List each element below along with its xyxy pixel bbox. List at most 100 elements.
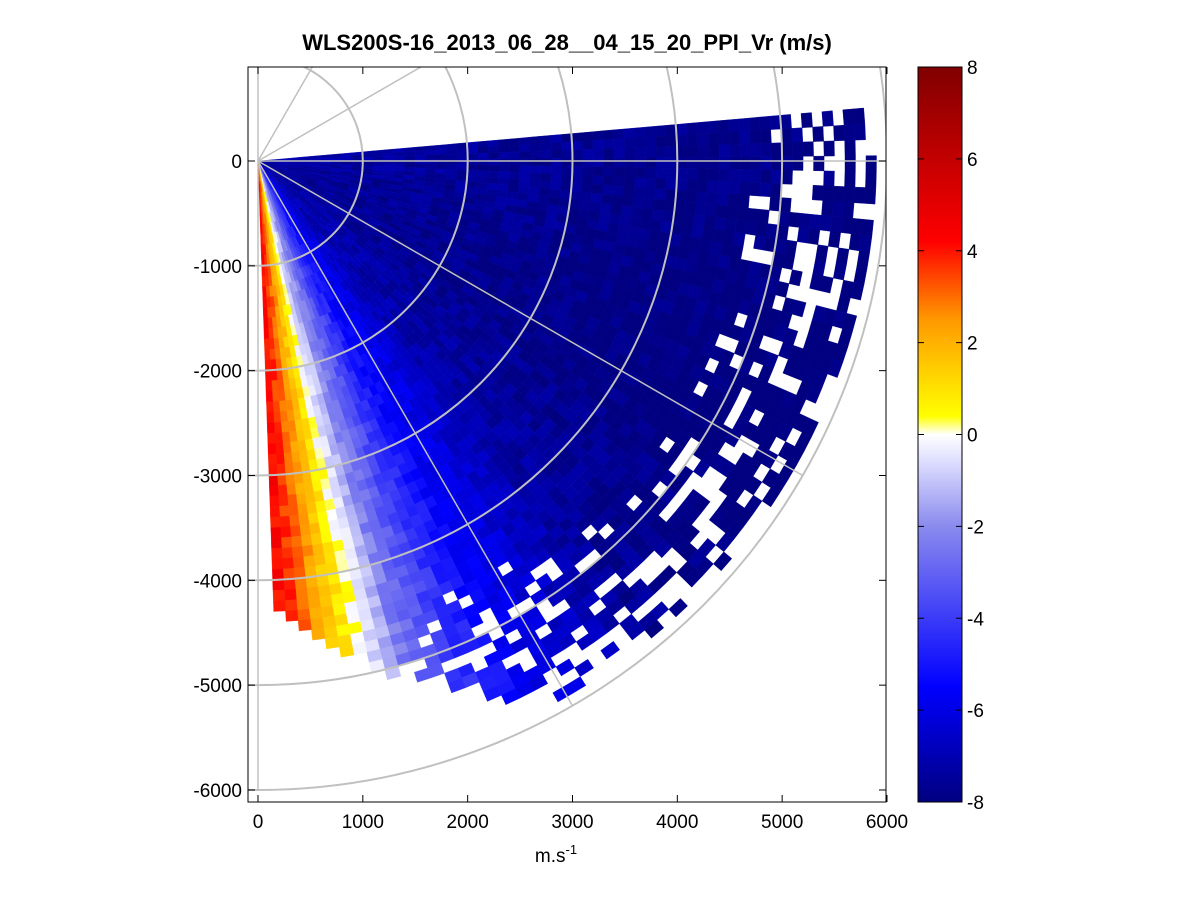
range-gate-cell: [483, 685, 502, 702]
range-gate-cell: [561, 174, 573, 184]
range-gate-cell: [508, 171, 521, 180]
range-gate-cell: [593, 157, 605, 168]
x-tick-label: 2000: [447, 812, 489, 833]
range-gate-cell: [291, 546, 304, 559]
range-gate-cell: [285, 609, 299, 622]
range-gate-cell: [435, 163, 447, 170]
range-gate-cell: [666, 157, 678, 169]
range-gate-cell: [729, 143, 741, 158]
range-gate-cell: [266, 422, 275, 434]
range-gate-cell: [289, 525, 301, 538]
range-gate-cell: [571, 166, 584, 176]
range-gate-cell: [620, 205, 633, 218]
range-gate-cell: [696, 191, 708, 205]
range-gate-cell: [290, 535, 303, 548]
range-gate-cell: [280, 421, 290, 433]
range-gate-cell: [308, 522, 321, 535]
range-gate-cell: [487, 176, 499, 185]
range-gate-cell: [687, 156, 699, 169]
range-gate-cell: [644, 177, 657, 190]
range-gate-cell: [844, 155, 856, 172]
range-gate-cell: [279, 515, 291, 528]
range-gate-cell: [488, 158, 500, 166]
range-gate-cell: [263, 338, 270, 350]
range-gate-cell: [759, 115, 771, 131]
range-gate-cell: [436, 159, 447, 165]
range-gate-cell: [654, 125, 667, 137]
range-gate-cell: [746, 207, 760, 223]
range-gate-cell: [275, 453, 285, 465]
range-gate-cell: [853, 107, 866, 125]
range-gate-cell: [414, 146, 426, 152]
range-gate-cell: [760, 156, 772, 171]
range-gate-cell: [835, 247, 850, 266]
range-gate-cell: [571, 174, 583, 184]
range-gate-cell: [550, 165, 563, 175]
range-gate-cell: [561, 166, 573, 175]
range-gate-cell: [292, 556, 305, 569]
range-gate-cell: [842, 108, 855, 126]
range-gate-cell: [446, 159, 458, 165]
y-tick-label: -1000: [193, 257, 242, 278]
range-gate-cell: [266, 401, 274, 413]
range-gate-cell: [404, 155, 416, 160]
y-tick-label: -5000: [193, 676, 242, 697]
range-gate-cell: [713, 216, 727, 231]
range-gate-cell: [272, 400, 281, 413]
colorbar-tick-label: 8: [967, 58, 978, 79]
range-gate-cell: [644, 136, 657, 148]
range-gate-cell: [665, 124, 677, 137]
range-gate-cell: [788, 269, 803, 287]
range-gate-cell: [645, 167, 657, 179]
range-gate-cell: [304, 491, 316, 504]
range-gate-cell: [865, 155, 877, 173]
range-gate-cell: [262, 307, 268, 319]
range-gate-cell: [736, 206, 749, 222]
range-gate-cell: [560, 133, 573, 143]
range-gate-cell: [759, 129, 772, 144]
range-gate-cell: [781, 156, 793, 171]
range-gate-cell: [383, 155, 395, 161]
range-gate-cell: [716, 192, 729, 207]
chart-title: WLS200S-16_2013_06_28__04_15_20_PPI_Vr (…: [302, 30, 832, 55]
range-gate-cell: [550, 173, 562, 183]
range-gate-cell: [705, 203, 718, 218]
range-gate-cell: [488, 152, 500, 160]
range-gate-cell: [383, 152, 395, 157]
range-gate-cell: [269, 348, 276, 361]
range-gate-cell: [686, 133, 699, 147]
range-gate-cell: [456, 169, 468, 176]
range-gate-cell: [590, 192, 603, 204]
colorbar-tick-label: 0: [967, 426, 978, 447]
y-tick-label: -4000: [193, 571, 242, 592]
range-gate-cell: [551, 150, 563, 159]
range-gate-cell: [300, 534, 313, 547]
range-gate-cell: [297, 619, 312, 632]
range-gate-cell: [261, 275, 266, 287]
range-gate-cell: [687, 168, 699, 181]
range-gate-cell: [467, 164, 479, 171]
range-gate-cell: [676, 179, 688, 192]
range-gate-cell: [823, 140, 835, 157]
range-gate-cell: [466, 141, 478, 149]
range-gate-cell: [271, 558, 284, 570]
range-gate-cell: [641, 208, 654, 221]
range-gate-cell: [540, 142, 552, 152]
range-gate-cell: [265, 380, 273, 392]
range-gate-cell: [262, 286, 267, 298]
range-gate-cell: [602, 184, 614, 196]
range-gate-cell: [320, 158, 332, 161]
range-gate-cell: [262, 296, 268, 308]
range-gate-cell: [624, 147, 636, 159]
range-gate-cell: [313, 553, 326, 567]
range-gate-cell: [270, 516, 281, 528]
range-gate-cell: [497, 138, 510, 147]
range-gate-cell: [677, 156, 689, 169]
range-gate-cell: [276, 379, 285, 391]
range-gate-cell: [739, 143, 751, 158]
x-axis-label-unit: m.s: [535, 846, 566, 867]
range-gate-cell: [265, 390, 273, 403]
range-gate-cell: [738, 117, 751, 132]
range-gate-cell: [284, 462, 294, 475]
range-gate-cell: [624, 167, 636, 178]
